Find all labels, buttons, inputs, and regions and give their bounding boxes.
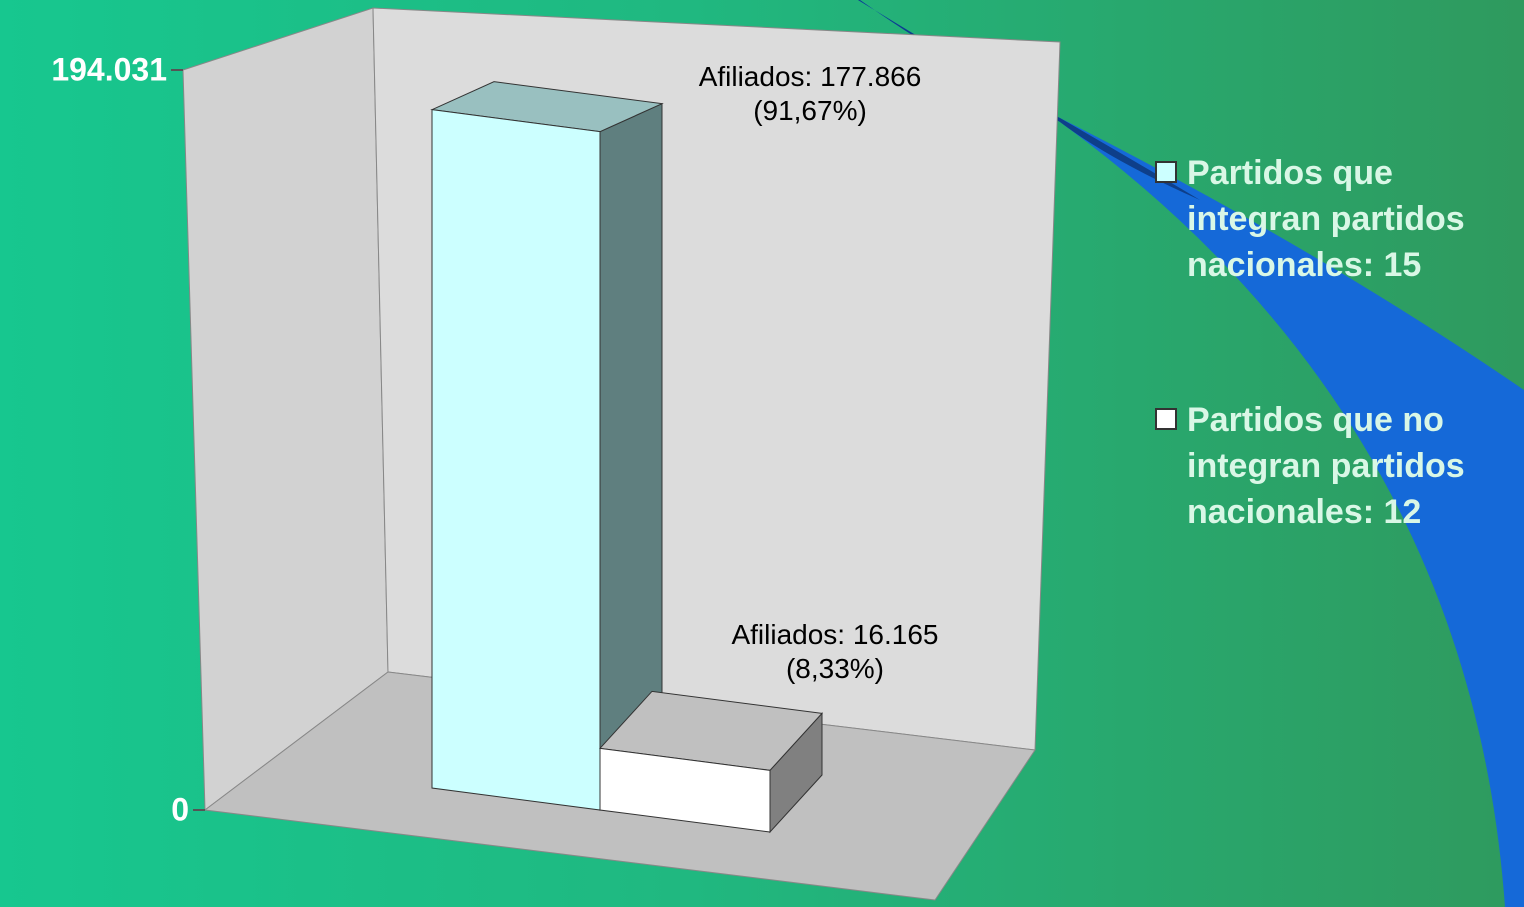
decor-swoosh-dark — [858, 0, 1200, 200]
y-tick-label: 0 — [171, 791, 189, 828]
bar — [599, 747, 771, 833]
legend-label: Partidos que integran partidos nacionale… — [1187, 154, 1465, 284]
left-wall — [182, 7, 389, 811]
legend-swatch — [1155, 161, 1177, 183]
value-label: Afiliados: 177.866 (91,67%) — [698, 61, 922, 126]
decor-swoosh — [858, 0, 1524, 907]
value-label: Afiliados: 16.165 (8,33%) — [731, 619, 939, 684]
bar — [431, 109, 601, 811]
legend-label: Partidos que no integran partidos nacion… — [1187, 401, 1465, 531]
legend-swatch — [1155, 408, 1177, 430]
y-tick-label: 194.031 — [51, 51, 167, 88]
